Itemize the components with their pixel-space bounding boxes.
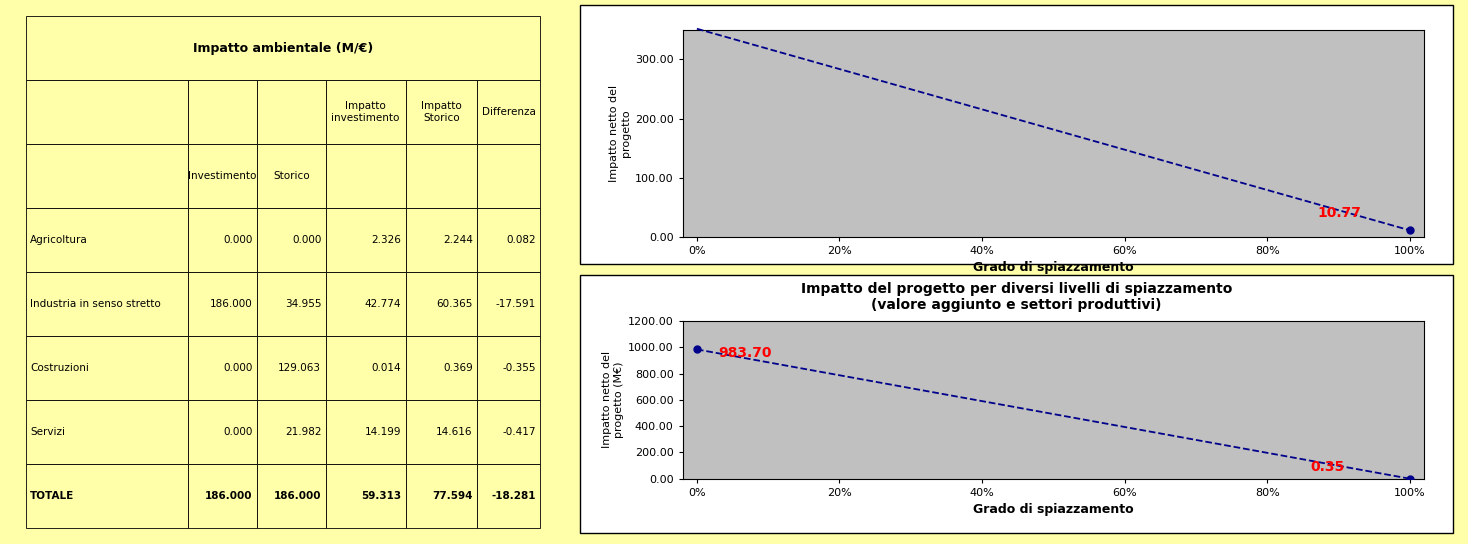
Text: TOTALE: TOTALE	[29, 491, 75, 501]
Bar	[326, 208, 405, 272]
Bar	[257, 80, 326, 144]
Bar	[477, 144, 540, 208]
Text: -0.355: -0.355	[502, 363, 536, 373]
Bar	[26, 208, 188, 272]
Text: Impatto
Storico: Impatto Storico	[421, 101, 462, 123]
Text: (valore aggiunto e settori produttivi): (valore aggiunto e settori produttivi)	[872, 298, 1161, 312]
Text: 14.199: 14.199	[364, 427, 401, 437]
Text: 0.000: 0.000	[223, 235, 252, 245]
Text: 129.063: 129.063	[279, 363, 321, 373]
Text: 21.982: 21.982	[285, 427, 321, 437]
Bar	[477, 464, 540, 528]
Text: Costruzioni: Costruzioni	[29, 363, 90, 373]
X-axis label: Grado di spiazzamento: Grado di spiazzamento	[973, 503, 1133, 516]
Text: 186.000: 186.000	[206, 491, 252, 501]
Text: 186.000: 186.000	[275, 491, 321, 501]
Bar	[257, 400, 326, 464]
Bar	[188, 144, 257, 208]
Bar	[405, 208, 477, 272]
Bar	[26, 400, 188, 464]
Bar	[188, 336, 257, 400]
Bar	[257, 272, 326, 336]
X-axis label: Grado di spiazzamento: Grado di spiazzamento	[973, 261, 1133, 274]
Bar	[405, 400, 477, 464]
Bar	[405, 336, 477, 400]
Text: Impatto ambientale (M/€): Impatto ambientale (M/€)	[192, 41, 373, 54]
Text: Impatto
investimento: Impatto investimento	[332, 101, 399, 123]
Text: 2.326: 2.326	[371, 235, 401, 245]
Bar	[326, 144, 405, 208]
Bar	[326, 80, 405, 144]
Bar	[477, 208, 540, 272]
Text: 42.774: 42.774	[364, 299, 401, 309]
Bar	[477, 80, 540, 144]
Text: 0.35: 0.35	[1309, 460, 1345, 474]
Y-axis label: Impatto netto del
progetto (M€): Impatto netto del progetto (M€)	[602, 351, 624, 448]
Bar	[188, 208, 257, 272]
Text: 983.70: 983.70	[718, 347, 772, 360]
Bar	[26, 144, 188, 208]
Bar	[405, 80, 477, 144]
Bar	[188, 272, 257, 336]
Bar	[257, 144, 326, 208]
Bar	[188, 400, 257, 464]
Bar	[326, 464, 405, 528]
Text: Agricoltura: Agricoltura	[29, 235, 88, 245]
Bar	[326, 400, 405, 464]
Bar	[405, 144, 477, 208]
Bar	[188, 464, 257, 528]
Bar	[257, 336, 326, 400]
Text: -17.591: -17.591	[496, 299, 536, 309]
Bar	[26, 272, 188, 336]
Bar	[477, 272, 540, 336]
Text: 186.000: 186.000	[210, 299, 252, 309]
Bar	[26, 464, 188, 528]
Text: 34.955: 34.955	[285, 299, 321, 309]
Text: 14.616: 14.616	[436, 427, 473, 437]
Text: 77.594: 77.594	[432, 491, 473, 501]
Bar	[257, 208, 326, 272]
Bar	[477, 336, 540, 400]
Text: Impatto del progetto per diversi livelli di spiazzamento: Impatto del progetto per diversi livelli…	[802, 282, 1232, 296]
Bar	[405, 272, 477, 336]
Bar	[26, 16, 540, 80]
Text: 0.000: 0.000	[292, 235, 321, 245]
Text: Storico: Storico	[273, 171, 310, 181]
Text: Investimento: Investimento	[188, 171, 257, 181]
Bar	[477, 400, 540, 464]
Y-axis label: Impatto netto del
progetto: Impatto netto del progetto	[609, 85, 631, 182]
Text: Industria in senso stretto: Industria in senso stretto	[29, 299, 161, 309]
Text: 2.244: 2.244	[443, 235, 473, 245]
Text: 60.365: 60.365	[436, 299, 473, 309]
Text: Differenza: Differenza	[482, 107, 536, 117]
Text: 0.000: 0.000	[223, 363, 252, 373]
Text: Servizi: Servizi	[29, 427, 65, 437]
Text: 0.000: 0.000	[223, 427, 252, 437]
Bar	[26, 336, 188, 400]
Text: 10.77: 10.77	[1317, 206, 1361, 220]
Bar	[326, 336, 405, 400]
Text: 0.369: 0.369	[443, 363, 473, 373]
Text: 59.313: 59.313	[361, 491, 401, 501]
Bar	[326, 272, 405, 336]
Bar	[257, 464, 326, 528]
Text: 0.014: 0.014	[371, 363, 401, 373]
Bar	[26, 80, 188, 144]
Text: -0.417: -0.417	[502, 427, 536, 437]
Text: 0.082: 0.082	[506, 235, 536, 245]
Bar	[188, 80, 257, 144]
Bar	[405, 464, 477, 528]
Text: -18.281: -18.281	[492, 491, 536, 501]
